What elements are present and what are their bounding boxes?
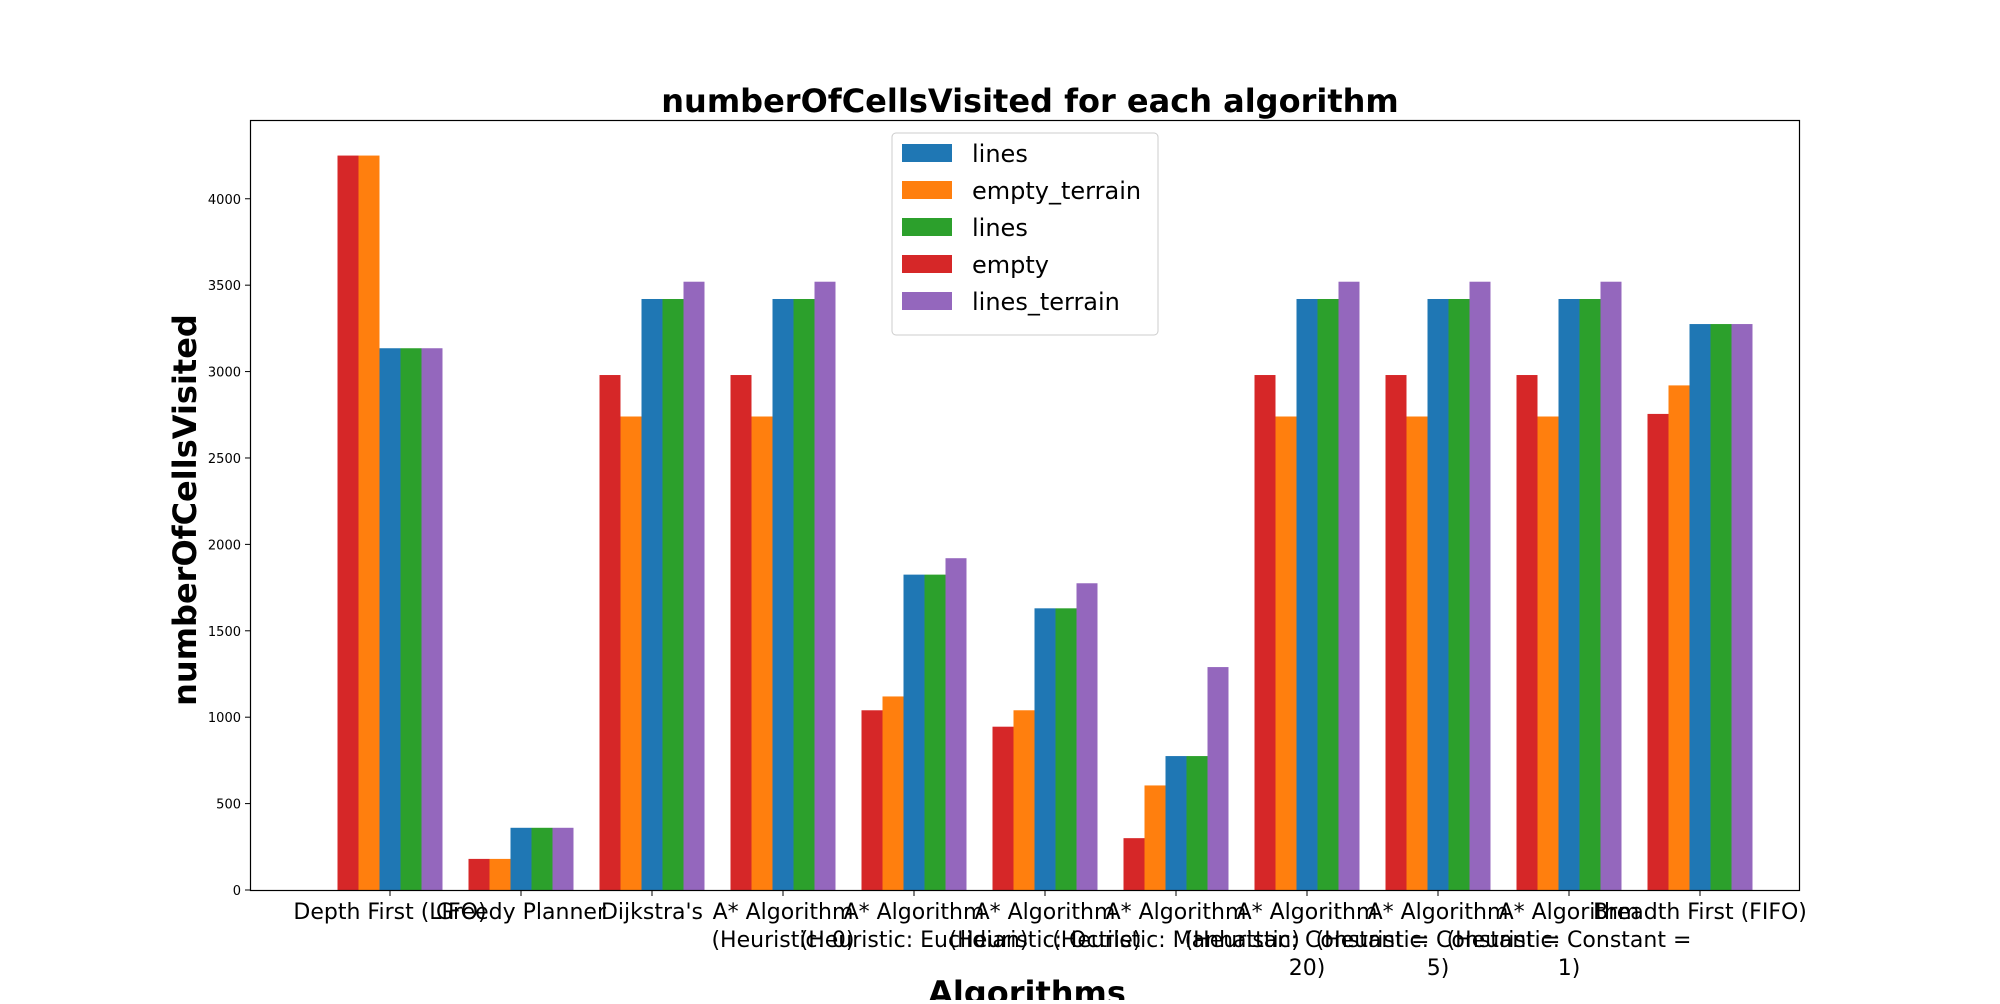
bar-empty-6 <box>992 726 1014 890</box>
bar-empty-terrain-8 <box>1275 416 1297 890</box>
bar-empty-terrain-10 <box>1537 416 1559 890</box>
bar-lines-6 <box>1034 608 1056 890</box>
bar-lines-terrain-1 <box>421 348 443 890</box>
x-tick-label: A* Algorithm (Heuristic: Octile) <box>949 900 1142 953</box>
legend-swatch-empty <box>902 255 952 273</box>
legend-label-lines: lines <box>972 140 1028 168</box>
y-tick-label: 3000 <box>208 366 241 381</box>
plot-frame <box>249 119 1801 892</box>
bar-lines-2 <box>531 827 553 890</box>
y-tick-label: 4000 <box>208 193 241 208</box>
x-tick-label: A* Algorithm (Heuristic: Euclidian) <box>800 900 1029 953</box>
y-tick-label: 500 <box>216 798 241 813</box>
legend-swatch-empty-terrain <box>902 181 952 199</box>
bar-lines-terrain-4 <box>814 281 836 890</box>
bar-lines-11 <box>1689 324 1711 891</box>
bar-empty-1 <box>337 155 359 891</box>
y-axis-ticks: 0 500 1000 1500 2000 2500 3000 3500 4000 <box>208 193 251 899</box>
bar-empty-2 <box>468 858 490 890</box>
bar-empty-7 <box>1123 838 1145 890</box>
legend-label-empty: empty <box>972 251 1049 279</box>
bar-lines-1 <box>379 348 401 890</box>
legend-box <box>891 132 1159 336</box>
bar-lines-10 <box>1558 298 1580 890</box>
bar-empty-9 <box>1385 375 1407 891</box>
legend-label-lines: lines <box>972 214 1028 242</box>
y-tick-label: 2000 <box>208 538 241 553</box>
bar-lines-terrain-2 <box>552 827 574 890</box>
x-axis-ticks: Depth First (LIFO)Greedy PlannerDijkstra… <box>293 890 1807 981</box>
bar-lines-terrain-3 <box>683 281 705 890</box>
bar-empty-11 <box>1647 413 1669 890</box>
bar-empty-terrain-6 <box>1013 710 1035 890</box>
bar-empty-8 <box>1254 375 1276 891</box>
y-tick-label: 3500 <box>208 279 241 294</box>
bar-lines-3 <box>641 298 663 890</box>
bar-lines-6 <box>1055 608 1077 890</box>
bar-empty-10 <box>1516 375 1538 891</box>
bar-lines-2 <box>510 827 532 890</box>
y-tick-label: 2500 <box>208 452 241 467</box>
bar-lines-5 <box>924 574 946 890</box>
legend-label-empty-terrain: empty_terrain <box>972 177 1141 205</box>
legend: linesempty_terrainlinesemptylines_terrai… <box>891 132 1159 336</box>
bar-lines-7 <box>1165 756 1187 890</box>
bar-lines-5 <box>903 574 925 890</box>
y-tick-label: 1500 <box>208 625 241 640</box>
bar-empty-terrain-3 <box>620 416 642 890</box>
bar-empty-5 <box>861 710 883 890</box>
bar-empty-terrain-1 <box>358 155 380 891</box>
x-tick-label: A* Algorithm (Heuristic: Constant = 5) <box>1316 900 1561 981</box>
bar-empty-terrain-9 <box>1406 416 1428 890</box>
chart-title: numberOfCellsVisited for each algorithm <box>661 82 1398 120</box>
bar-empty-terrain-4 <box>751 416 773 890</box>
bar-lines-8 <box>1317 298 1339 890</box>
y-axis-title: numberOfCellsVisited <box>166 314 204 706</box>
x-tick-label: A* Algorithm (Heuristic: 0) <box>711 900 854 953</box>
bar-empty-terrain-2 <box>489 858 511 890</box>
bar-lines-terrain-9 <box>1469 281 1491 890</box>
bar-lines-terrain-11 <box>1731 324 1753 891</box>
x-tick-label: Dijkstra's <box>601 900 703 925</box>
bar-lines-8 <box>1296 298 1318 890</box>
x-tick-label: A* Algorithm (Heuristic: Constant = 20) <box>1185 900 1430 981</box>
bar-lines-terrain-5 <box>945 558 967 890</box>
legend-swatch-lines <box>902 218 952 236</box>
bar-lines-terrain-6 <box>1076 583 1098 890</box>
legend-swatch-lines <box>902 144 952 162</box>
legend-label-lines-terrain: lines_terrain <box>972 288 1120 316</box>
bar-empty-terrain-5 <box>882 696 904 890</box>
bar-lines-9 <box>1427 298 1449 890</box>
bar-lines-4 <box>793 298 815 890</box>
x-tick-label: Breadth First (FIFO) <box>1593 900 1807 925</box>
bar-empty-4 <box>730 375 752 891</box>
bar-lines-terrain-10 <box>1600 281 1622 890</box>
bars-layer <box>337 155 1753 891</box>
bar-empty-3 <box>599 375 621 891</box>
bar-lines-terrain-7 <box>1207 667 1229 890</box>
x-axis-title: Algorithms <box>928 974 1126 1000</box>
x-tick-label: A* Algorithm (Heuristic: Constant = 1) <box>1447 900 1692 981</box>
legend-swatch-lines-terrain <box>902 292 952 310</box>
x-tick-label: Greedy Planner <box>436 900 607 925</box>
x-tick-label: Depth First (LIFO) <box>293 900 486 925</box>
bar-lines-7 <box>1186 756 1208 890</box>
bar-lines-3 <box>662 298 684 890</box>
bar-lines-10 <box>1579 298 1601 890</box>
bar-empty-terrain-7 <box>1144 785 1166 890</box>
bar-lines-1 <box>400 348 422 890</box>
y-tick-label: 1000 <box>208 711 241 726</box>
bar-empty-terrain-11 <box>1668 385 1690 890</box>
bar-lines-11 <box>1710 324 1732 891</box>
bar-lines-9 <box>1448 298 1470 890</box>
bar-lines-4 <box>772 298 794 890</box>
x-tick-label: A* Algorithm (Heuristic: Manhattan) <box>1052 900 1300 953</box>
bar-lines-terrain-8 <box>1338 281 1360 890</box>
y-tick-label: 0 <box>233 884 241 899</box>
